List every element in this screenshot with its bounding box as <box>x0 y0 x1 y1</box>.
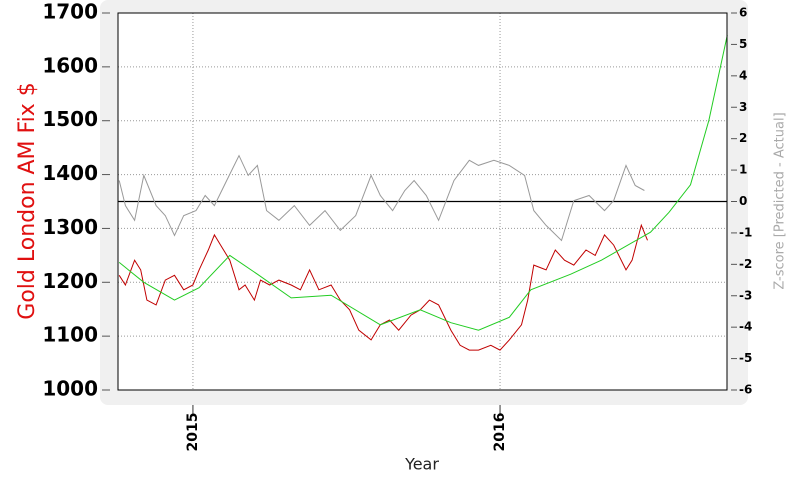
x-axis-label: Year <box>404 455 439 474</box>
y2-tick-label: 1 <box>739 163 747 177</box>
y2-tick-label: 2 <box>739 131 747 145</box>
y-tick-label: 1500 <box>42 107 98 131</box>
series-line <box>118 34 728 331</box>
y-tick-label: 1600 <box>42 53 98 77</box>
y-tick-label: 1700 <box>42 0 98 24</box>
x-tick-label: 2016 <box>492 413 508 452</box>
series-line <box>118 154 645 242</box>
y-tick-label: 1300 <box>42 215 98 239</box>
y-tick-label: 1400 <box>42 161 98 185</box>
y2-axis-label: Z-score [Predicted - Actual] <box>773 112 788 289</box>
y2-tick-label: 3 <box>739 100 747 114</box>
y2-tick-label: 5 <box>739 37 747 51</box>
y-tick-label: 1000 <box>42 377 98 401</box>
y2-tick-label: 4 <box>739 68 747 82</box>
x-tick-label: 2015 <box>185 413 201 452</box>
y2-tick-label: -1 <box>739 225 752 239</box>
y2-tick-label: -5 <box>739 351 752 365</box>
y-axis-label: Gold London AM Fix $ <box>15 82 40 319</box>
y2-tick-label: 0 <box>739 194 747 208</box>
y-tick-label: 1100 <box>42 323 98 347</box>
plot-border <box>117 12 728 391</box>
y2-tick-label: -3 <box>739 288 752 302</box>
y-tick-label: 1200 <box>42 269 98 293</box>
y2-tick-label: -4 <box>739 320 752 334</box>
layer: 1000 1100 1200 1300 1400 1500 1600 1700 -6 -5 -4 -3… <box>42 0 752 451</box>
y2-tick-label: -6 <box>739 383 752 397</box>
series-line <box>118 223 648 351</box>
y2-tick-label: -2 <box>739 257 752 271</box>
y2-tick-label: 6 <box>739 6 747 20</box>
